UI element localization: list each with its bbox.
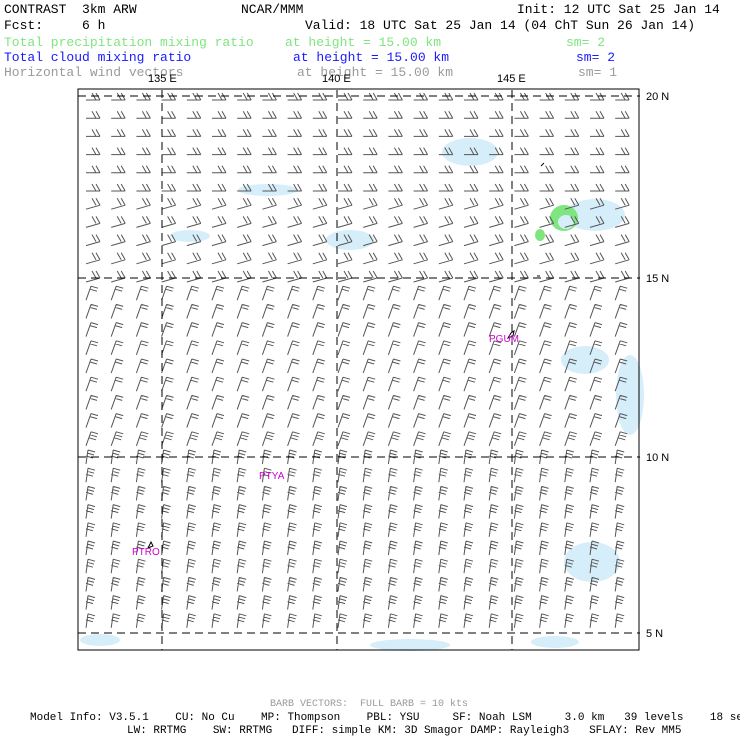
cloud-area [442, 138, 498, 166]
cloud-field-height: at height = 15.00 km [293, 50, 450, 65]
precip-field-sm: sm= 2 [566, 35, 606, 50]
cloud-area [565, 199, 625, 231]
lat-label-5n: 5 N [646, 628, 663, 640]
cloud-field-sm: sm= 2 [576, 50, 616, 65]
model-info-line1: Model Info: V3.5.1 CU: No Cu MP: Thompso… [30, 712, 740, 724]
cloud-area [370, 639, 450, 651]
truk-outline [146, 540, 154, 549]
model-title: CONTRAST 3km ARW [4, 2, 137, 17]
lat-label-10n: 10 N [646, 452, 669, 464]
cloud-area [616, 355, 644, 435]
cloud-shading [80, 138, 644, 651]
cloud-area [238, 184, 298, 196]
lon-label-135e: 135 E [148, 73, 177, 85]
wind-barb-paths [85, 92, 630, 628]
station-pgum: PGUM [489, 334, 519, 345]
cloud-area [80, 634, 120, 646]
island-outlines [146, 162, 545, 549]
cloud-area [531, 636, 579, 648]
lat-lon-grid [78, 90, 640, 650]
wind-field-height: at height = 15.00 km [297, 65, 454, 80]
lon-label-140e: 140 E [322, 73, 351, 85]
wind-field-name: Horizontal wind vectors [4, 65, 184, 80]
lon-label-145e: 145 E [497, 73, 526, 85]
org-label: NCAR/MMM [241, 2, 304, 17]
cloud-area [561, 346, 609, 374]
cloud-area [326, 230, 374, 250]
island-outline [540, 162, 545, 167]
lat-label-20n: 20 N [646, 91, 669, 103]
model-info-line2: LW: RRTMG SW: RRTMG DIFF: simple KM: 3D … [127, 725, 682, 737]
precip-area [535, 229, 545, 241]
wind-field-sm: sm= 1 [578, 65, 618, 80]
init-time: Init: 12 UTC Sat 25 Jan 14 [517, 2, 720, 17]
precip-field-height: at height = 15.00 km [285, 35, 442, 50]
wind-barbs [85, 92, 630, 628]
valid-time: Valid: 18 UTC Sat 25 Jan 14 (04 ChT Sun … [305, 18, 696, 33]
cloud-area [170, 230, 210, 242]
guam-outline [506, 329, 515, 340]
station-ptro: PTRO [132, 547, 160, 558]
forecast-hour: Fcst: 6 h [4, 18, 106, 33]
barb-note: BARB VECTORS: FULL BARB = 10 kts [270, 699, 469, 710]
precip-shading [535, 205, 578, 241]
map-frame [77, 88, 640, 651]
precip-field-name: Total precipitation mixing ratio [4, 35, 254, 50]
lat-label-15n: 15 N [646, 273, 669, 285]
cloud-field-name: Total cloud mixing ratio [4, 50, 192, 65]
station-ptya: PTYA [259, 471, 285, 482]
